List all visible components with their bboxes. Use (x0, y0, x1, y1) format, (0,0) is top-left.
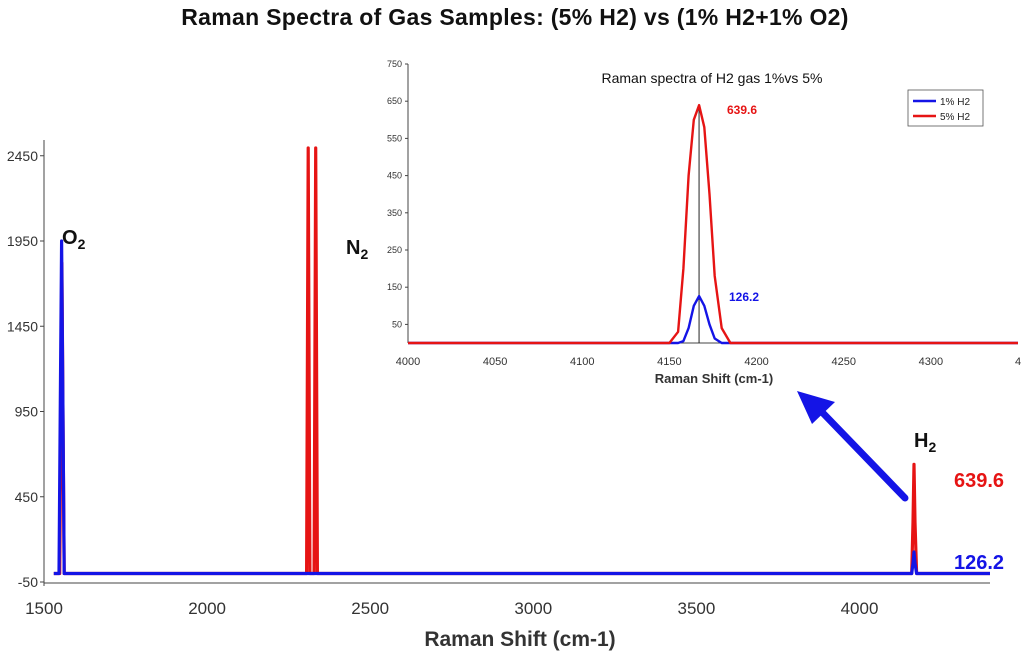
inset-x-axis-title: Raman Shift (cm-1) (655, 371, 773, 386)
inset-y-tick-label: 50 (392, 319, 402, 329)
main-chart: -50 450 950 1450 1950 2450 1500 2000 2500 3000 350… (7, 140, 1004, 651)
inset-x-tick-label: 4050 (483, 356, 507, 368)
inset-y-tick-label: 150 (387, 282, 402, 292)
legend-label: 1% H2 (940, 97, 970, 108)
inset-value-label-blue: 126.2 (729, 290, 759, 304)
inset-y-tick-label: 550 (387, 133, 402, 143)
x-tick-label: 1500 (25, 599, 63, 618)
legend-box (907, 89, 984, 127)
inset-y-tick-label: 350 (387, 208, 402, 218)
inset-title: Raman spectra of H2 gas 1%vs 5% (602, 70, 823, 86)
x-tick-label: 3000 (514, 599, 552, 618)
peak-label: N2 (346, 237, 368, 262)
inset-x-tick-label: 4 (1015, 356, 1021, 368)
inset-series-line-red (408, 103, 1018, 345)
inset-y-tick-label: 250 (387, 245, 402, 255)
legend-label: 5% H2 (940, 112, 970, 123)
inset-x-tick-label: 4150 (657, 356, 681, 368)
series-line-blue (53, 239, 990, 576)
inset-legend: 1% H2 5% H2 (907, 89, 984, 127)
x-tick-label: 3500 (677, 599, 715, 618)
inset-x-tick-label: 4250 (831, 356, 855, 368)
inset-series-line-blue (408, 294, 1018, 345)
arrow-shaft (816, 406, 909, 502)
inset-chart: 50 150 250 350 450 550 650 750 4000 4050 4100 4150 4… (387, 59, 1021, 386)
y-tick-label: 2450 (7, 148, 38, 164)
peak-label: H2 (914, 430, 936, 455)
x-tick-label: 2500 (351, 599, 389, 618)
inset-value-label-red: 639.6 (727, 103, 757, 117)
peak-label: O2 (62, 227, 86, 252)
y-tick-label: 450 (15, 489, 39, 505)
y-tick-label: 1450 (7, 318, 38, 334)
inset-x-tick-label: 4000 (396, 356, 420, 368)
inset-x-tick-label: 4300 (919, 356, 943, 368)
y-tick-label: -50 (18, 574, 38, 590)
y-tick-label: 950 (15, 404, 39, 420)
chart-title: Raman Spectra of Gas Samples: (5% H2) vs… (181, 4, 849, 30)
x-axis-title: Raman Shift (cm-1) (424, 628, 615, 651)
value-label-red: 639.6 (954, 470, 1004, 492)
inset-y-tick-label: 750 (387, 59, 402, 69)
inset-y-tick-label: 650 (387, 96, 402, 106)
x-tick-label: 4000 (841, 599, 879, 618)
inset-x-tick-label: 4200 (744, 356, 768, 368)
x-tick-label: 2000 (188, 599, 226, 618)
inset-x-tick-label: 4100 (570, 356, 594, 368)
value-label-blue: 126.2 (954, 552, 1004, 574)
y-tick-label: 1950 (7, 233, 38, 249)
annotations (797, 391, 909, 502)
arrow-head (797, 391, 835, 424)
inset-y-tick-label: 450 (387, 171, 402, 181)
